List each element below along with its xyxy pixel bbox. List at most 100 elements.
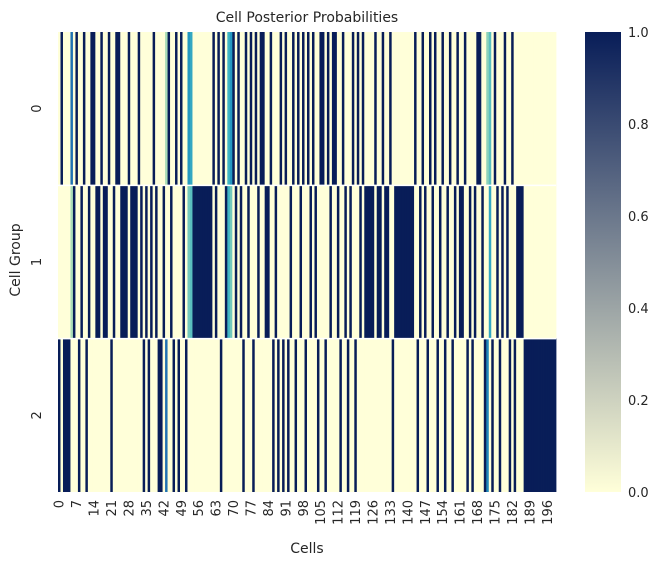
heatmap-cell: [125, 338, 129, 492]
heatmap-cell: [409, 185, 412, 339]
heatmap-cell: [548, 32, 552, 186]
x-tick-label: 56: [192, 500, 207, 517]
heatmap-cell: [75, 338, 79, 492]
heatmap-cell: [401, 338, 405, 492]
heatmap-cell: [65, 32, 69, 186]
heatmap-cell: [302, 338, 305, 492]
heatmap-cell: [369, 32, 373, 186]
heatmap-cell: [157, 338, 161, 492]
heatmap-cell: [538, 32, 542, 186]
heatmap-cell: [115, 338, 119, 492]
heatmap-cell: [531, 32, 534, 186]
heatmap-cell: [140, 32, 144, 186]
heatmap-cell: [446, 338, 450, 492]
heatmap-cell: [58, 185, 61, 339]
heatmap-cell: [341, 185, 345, 339]
heatmap-cell: [172, 338, 176, 492]
heatmap-cell: [264, 338, 268, 492]
heatmap-cell: [468, 32, 472, 186]
heatmap-cell: [394, 32, 398, 186]
heatmap-cell: [391, 338, 395, 492]
heatmap-cell: [356, 32, 360, 186]
heatmap-cell: [546, 185, 549, 339]
x-tick-label: 161: [454, 500, 469, 525]
heatmap-cell: [130, 32, 134, 186]
heatmap-cell: [182, 185, 186, 339]
heatmap-cell: [194, 338, 198, 492]
heatmap-cell: [381, 32, 385, 186]
heatmap-cell: [264, 185, 268, 339]
heatmap-cell: [299, 338, 303, 492]
heatmap-cell: [152, 338, 156, 492]
heatmap-cell: [546, 32, 549, 186]
colorbar-tick-label: 0.4: [628, 302, 649, 317]
heatmap-cell: [551, 32, 554, 186]
heatmap-cell: [503, 185, 507, 339]
heatmap-cell: [87, 185, 91, 339]
heatmap-cell: [217, 32, 221, 186]
heatmap-cell: [513, 338, 517, 492]
heatmap-cell: [274, 338, 278, 492]
heatmap-cell: [443, 338, 447, 492]
heatmap-cell: [130, 185, 134, 339]
heatmap-cell: [95, 32, 99, 186]
heatmap-cell: [147, 338, 151, 492]
heatmap-cell: [247, 32, 251, 186]
heatmap-cell: [237, 32, 241, 186]
x-tick-label: 175: [488, 500, 503, 525]
heatmap-cell: [329, 185, 333, 339]
colorbar-tick-labels: 0.0 0.2 0.4 0.6 0.8 1.0: [628, 26, 649, 501]
heatmap-cell: [294, 32, 298, 186]
heatmap-cell: [112, 185, 116, 339]
heatmap-cell: [404, 32, 407, 186]
heatmap-cell: [359, 338, 363, 492]
heatmap-cell: [319, 185, 323, 339]
heatmap-cell: [262, 338, 266, 492]
heatmap-cell: [528, 185, 532, 339]
heatmap-cell: [391, 32, 395, 186]
heatmap-cell: [551, 338, 554, 492]
heatmap-cell: [172, 185, 176, 339]
heatmap-cell: [62, 32, 66, 186]
heatmap-cell: [456, 32, 460, 186]
colorbar-tick-label: 0.8: [628, 118, 649, 133]
heatmap-cell: [334, 338, 338, 492]
heatmap-cell: [381, 185, 385, 339]
heatmap-cell: [92, 32, 96, 186]
heatmap-cell: [137, 185, 141, 339]
heatmap-cell: [463, 338, 467, 492]
heatmap-cell: [324, 32, 328, 186]
heatmap-cell: [416, 338, 420, 492]
heatmap-cell: [82, 185, 86, 339]
heatmap-cell: [112, 338, 116, 492]
heatmap-cell: [170, 32, 173, 186]
heatmap-cell: [419, 338, 422, 492]
heatmap-cell: [344, 32, 348, 186]
heatmap-cell: [379, 338, 383, 492]
heatmap-cell: [399, 338, 403, 492]
heatmap-cell: [414, 185, 417, 339]
heatmap-cell: [508, 185, 512, 339]
heatmap-cell: [207, 338, 211, 492]
heatmap-cell: [120, 32, 124, 186]
heatmap-cell: [302, 185, 305, 339]
heatmap-cell: [234, 338, 238, 492]
heatmap-cell: [546, 338, 549, 492]
heatmap-cell: [401, 185, 405, 339]
heatmap-cell: [107, 32, 111, 186]
heatmap-cell: [232, 338, 236, 492]
heatmap-cell: [396, 32, 400, 186]
heatmap-cell: [543, 185, 547, 339]
heatmap-cell: [112, 32, 116, 186]
heatmap-cell: [77, 338, 81, 492]
heatmap-cell: [331, 185, 335, 339]
heatmap-cell: [361, 32, 365, 186]
x-tick-label: 21: [105, 500, 120, 517]
heatmap-cell: [349, 32, 353, 186]
heatmap-cell: [411, 32, 415, 186]
heatmap-cell: [466, 338, 470, 492]
heatmap-cell: [207, 185, 211, 339]
heatmap-cell: [433, 185, 437, 339]
heatmap-cell: [212, 185, 216, 339]
heatmap-cell: [386, 32, 390, 186]
